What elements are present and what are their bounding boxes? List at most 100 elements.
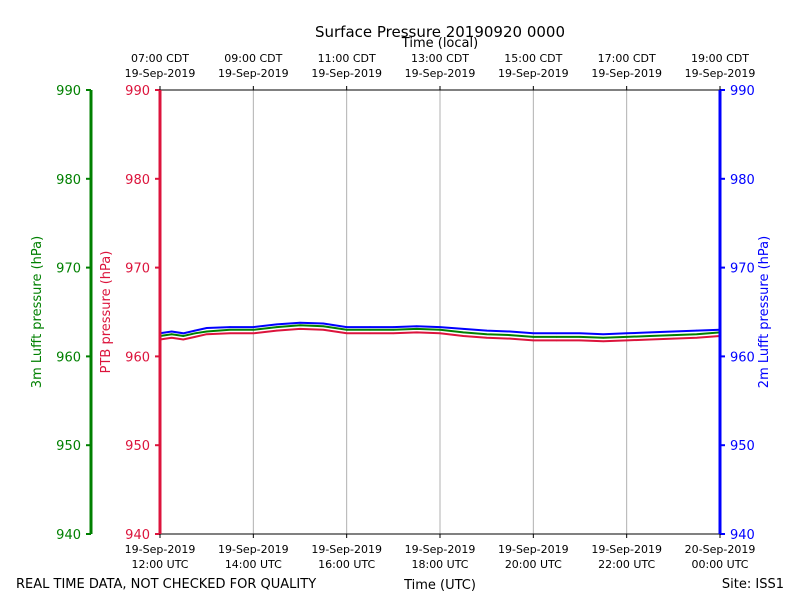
series-point-lufft3m-22: [625, 336, 628, 338]
series-point-lufft2m-22: [625, 332, 628, 335]
series-point-ptb-17: [509, 337, 511, 340]
series-point-lufft2m-4: [205, 327, 208, 329]
y-axis-label-lufft2m: 2m Lufft pressure (hPa): [757, 236, 772, 388]
series-point-lufft3m-23: [649, 335, 651, 337]
series-point-lufft3m-15: [462, 331, 465, 334]
bottom-tick-date-2: 19-Sep-2019: [311, 543, 382, 556]
series-point-ptb-1: [170, 337, 173, 339]
y-tick-label-lufft3m-0: 940: [56, 528, 81, 543]
series-point-lufft2m-9: [322, 322, 325, 325]
series-point-lufft3m-18: [532, 336, 535, 338]
top-tick-date-6: 19-Sep-2019: [685, 67, 756, 80]
y-axis-label-ptb: PTB pressure (hPa): [99, 251, 114, 374]
series-point-ptb-8: [299, 328, 301, 330]
bottom-tick-time-1: 14:00 UTC: [225, 558, 282, 571]
series-point-lufft2m-12: [392, 326, 395, 328]
series-point-lufft3m-2: [182, 335, 185, 337]
bottom-tick-date-6: 20-Sep-2019: [685, 543, 756, 556]
series-point-lufft3m-20: [579, 336, 581, 338]
series-point-lufft3m-10: [345, 329, 348, 331]
series-point-ptb-19: [555, 339, 558, 342]
x-axis-label: Time (UTC): [403, 578, 476, 593]
series-point-lufft3m-5: [229, 329, 231, 331]
series-point-ptb-21: [602, 340, 605, 343]
series-point-ptb-14: [439, 332, 441, 335]
y-tick-label-ptb-4: 980: [125, 173, 150, 188]
series-point-lufft3m-13: [415, 328, 418, 330]
series-point-lufft2m-2: [182, 332, 185, 335]
top-tick-time-6: 19:00 CDT: [691, 52, 749, 65]
top-tick-time-4: 15:00 CDT: [504, 52, 562, 65]
top-tick-date-3: 19-Sep-2019: [405, 67, 476, 80]
series-point-lufft2m-25: [695, 329, 698, 332]
series-point-ptb-20: [579, 339, 581, 342]
series-point-lufft2m-6: [252, 326, 255, 328]
series-point-lufft3m-3: [194, 332, 196, 335]
series-point-ptb-25: [695, 337, 698, 339]
top-tick-time-5: 17:00 CDT: [598, 52, 656, 65]
series-point-lufft3m-8: [299, 324, 301, 327]
series-point-lufft2m-1: [170, 330, 173, 333]
y-tick-label-lufft2m-5: 990: [730, 84, 755, 99]
y-tick-label-lufft2m-1: 950: [730, 439, 755, 454]
series-layer: [159, 321, 721, 343]
series-point-ptb-24: [672, 337, 675, 340]
series-point-lufft2m-8: [299, 321, 301, 324]
series-point-ptb-4: [205, 333, 208, 336]
y-tick-label-lufft3m-2: 960: [56, 350, 81, 365]
series-point-ptb-7: [275, 329, 278, 332]
y-axis-label-lufft3m: 3m Lufft pressure (hPa): [30, 236, 45, 388]
series-point-lufft3m-24: [672, 334, 675, 336]
series-point-ptb-10: [345, 332, 348, 335]
y-tick-label-ptb-2: 960: [125, 350, 150, 365]
series-point-lufft3m-16: [485, 333, 488, 336]
grid-lines: [252, 90, 628, 534]
top-tick-time-1: 09:00 CDT: [224, 52, 282, 65]
series-point-ptb-9: [322, 329, 325, 331]
bottom-tick-date-3: 19-Sep-2019: [405, 543, 476, 556]
series-point-lufft2m-3: [194, 329, 196, 332]
bottom-tick-date-1: 19-Sep-2019: [218, 543, 289, 556]
series-point-ptb-5: [229, 332, 231, 335]
top-tick-date-5: 19-Sep-2019: [591, 67, 662, 80]
quality-notice: REAL TIME DATA, NOT CHECKED FOR QUALITY: [16, 577, 316, 592]
bottom-tick-date-5: 19-Sep-2019: [591, 543, 662, 556]
y-tick-label-ptb-1: 950: [125, 439, 150, 454]
y-tick-label-lufft3m-5: 990: [56, 84, 81, 99]
series-point-lufft2m-21: [602, 333, 605, 336]
chart-title: Surface Pressure 20190920 0000: [315, 23, 565, 41]
y-tick-label-ptb-3: 970: [125, 262, 150, 277]
series-point-lufft2m-15: [462, 328, 465, 330]
bottom-tick-time-6: 00:00 UTC: [691, 558, 748, 571]
bottom-tick-time-0: 12:00 UTC: [131, 558, 188, 571]
series-point-lufft2m-7: [275, 323, 278, 326]
y-tick-label-lufft3m-3: 970: [56, 262, 81, 277]
series-point-lufft2m-19: [555, 332, 558, 335]
series-point-lufft2m-23: [649, 331, 651, 334]
bottom-tick-time-2: 16:00 UTC: [318, 558, 375, 571]
series-point-ptb-23: [649, 338, 651, 341]
bottom-tick-date-0: 19-Sep-2019: [125, 543, 196, 556]
series-point-lufft3m-21: [602, 337, 605, 339]
top-axis-label: Time (local): [401, 36, 478, 51]
series-point-lufft2m-16: [485, 329, 488, 332]
series-point-ptb-6: [252, 332, 255, 335]
series-point-ptb-3: [194, 336, 196, 338]
y-tick-label-lufft2m-2: 960: [730, 350, 755, 365]
top-tick-date-4: 19-Sep-2019: [498, 67, 569, 80]
series-point-lufft2m-10: [345, 326, 348, 328]
series-point-ptb-12: [392, 332, 395, 335]
bottom-tick-time-3: 18:00 UTC: [411, 558, 468, 571]
top-tick-date-0: 19-Sep-2019: [125, 67, 196, 80]
series-point-lufft3m-6: [252, 329, 255, 331]
series-point-lufft3m-17: [509, 334, 511, 336]
y-tick-label-ptb-0: 940: [125, 528, 150, 543]
y-tick-label-lufft2m-3: 970: [730, 262, 755, 277]
x-ticks-layer: 19-Sep-2019 12:00 UTC 19-Sep-2019 14:00 UTC…: [125, 52, 756, 571]
top-tick-time-3: 13:00 CDT: [411, 52, 469, 65]
series-point-ptb-13: [415, 331, 418, 334]
series-point-ptb-11: [369, 332, 371, 335]
y-tick-label-ptb-5: 990: [125, 84, 150, 99]
top-tick-date-1: 19-Sep-2019: [218, 67, 289, 80]
series-point-lufft2m-18: [532, 332, 535, 335]
